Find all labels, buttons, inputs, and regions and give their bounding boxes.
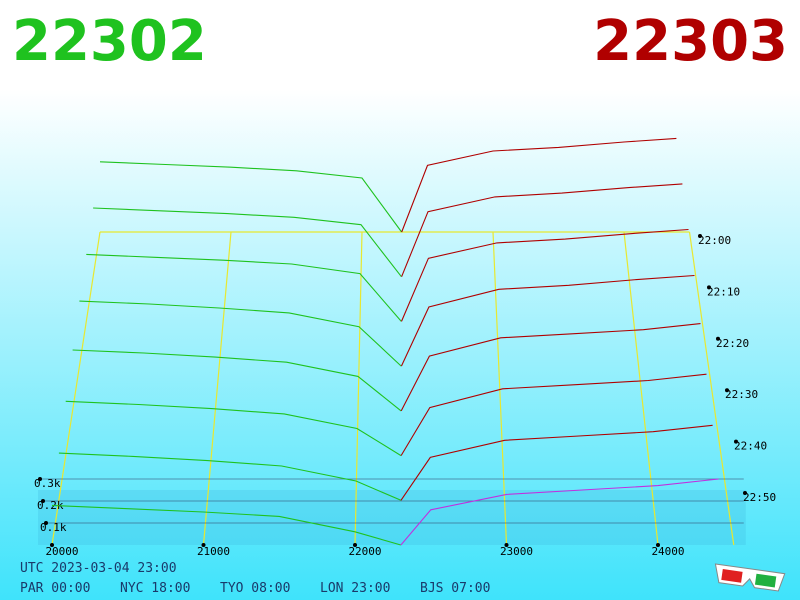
ask-depth-line [400, 323, 701, 412]
bid-depth-line [93, 207, 402, 278]
z-tick-mark [41, 499, 45, 503]
z-tick-label: 0.2k [37, 499, 64, 512]
time-tick-mark [743, 491, 747, 495]
x-tick-label: 22000 [348, 545, 381, 558]
time-tick-label: 22:30 [725, 388, 758, 401]
x-tick-mark [201, 543, 206, 547]
bid-depth-line [72, 349, 402, 412]
time-tick-label: 22:00 [698, 234, 731, 247]
ask-depth-line [400, 228, 689, 322]
time-tick-label: 22:10 [707, 285, 740, 298]
z-tick-mark [38, 477, 42, 481]
ask-depth-line [400, 373, 707, 456]
z-tick-mark [44, 521, 48, 525]
ask-depth-line [400, 424, 713, 501]
bid-depth-line [79, 300, 402, 367]
x-tick-label: 20000 [45, 545, 78, 558]
bid-depth-line [65, 400, 402, 457]
bid-depth-line [58, 452, 402, 501]
z-tick-label: 0.1k [40, 521, 67, 534]
clock-title: UTC 2023-03-04 23:00 [20, 561, 177, 576]
time-tick-mark [707, 285, 711, 290]
floor-grid-line [202, 231, 232, 546]
plot: 20000 21000 22000 23000 24000 0.1k 0.2k 0.3k 22:… [34, 137, 776, 558]
floor-grid-line [492, 231, 508, 546]
time-tick-label: 22:40 [734, 440, 767, 453]
clocks: PAR 00:00 NYC 18:00 TYO 08:00 LON 23:00 BJS … [20, 581, 490, 596]
bid-depth-line [51, 504, 401, 546]
floor-edge [688, 231, 735, 546]
ask-depth-line [400, 274, 695, 367]
x-tick-mark [656, 543, 660, 547]
time-tick-mark [734, 439, 738, 444]
clock-label: TYO 08:00 [220, 581, 290, 596]
time-tick-mark [725, 388, 729, 393]
z-tick-label: 0.3k [34, 477, 61, 490]
bid-depth-line [86, 253, 402, 322]
floor-grid-line [354, 231, 363, 546]
x-tick-mark [50, 543, 54, 547]
ask-title: 22303 [593, 9, 788, 74]
time-tick-mark [716, 336, 720, 341]
time-tick-label: 22:20 [716, 337, 749, 350]
clock-label: NYC 18:00 [120, 581, 190, 596]
floor-shade [38, 490, 746, 545]
floor-grid-line [623, 231, 659, 546]
ask-depth-line [400, 478, 719, 546]
x-tick-label: 24000 [651, 545, 684, 558]
x-tick-label: 23000 [500, 545, 533, 558]
x-tick-mark [353, 543, 357, 547]
bid-title: 22302 [12, 9, 207, 74]
x-tick-label: 21000 [197, 545, 230, 558]
time-tick-label: 22:50 [743, 491, 776, 504]
clock-label: LON 23:00 [320, 581, 390, 596]
clock-label: BJS 07:00 [420, 581, 490, 596]
floor-grid-line [51, 231, 101, 546]
x-tick-mark [504, 543, 509, 547]
3d-glasses-icon [714, 563, 786, 592]
time-tick-mark [698, 234, 702, 238]
bid-depth-line [99, 161, 403, 233]
clock-label: PAR 00:00 [20, 581, 90, 596]
ask-depth-line [401, 183, 683, 277]
ask-depth-line [401, 137, 677, 233]
